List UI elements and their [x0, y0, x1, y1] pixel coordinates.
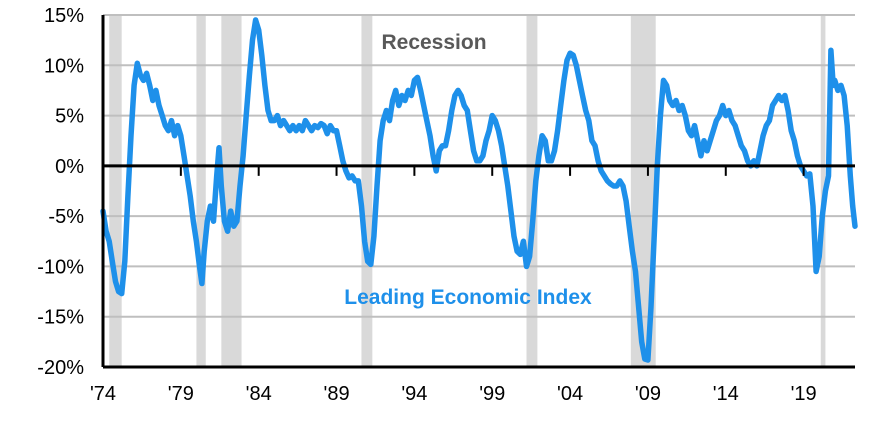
y-tick-label-5: -10%: [37, 256, 84, 278]
y-tick-label-3: 0%: [55, 156, 84, 178]
y-tick-label-0: 15%: [44, 5, 84, 27]
y-tick-labels: 15% 10% 5% 0% -5% -10% -15% -20%: [37, 5, 84, 379]
gridlines: [103, 14, 855, 318]
x-tick-label-2: '84: [246, 383, 272, 405]
x-tick-label-0: '74: [90, 383, 116, 405]
series-line-layer: [100, 17, 858, 363]
x-tick-label-9: '19: [791, 383, 817, 405]
recession-band-1: [196, 15, 206, 367]
recession-band-3: [361, 15, 373, 367]
x-tick-label-3: '89: [324, 383, 350, 405]
recession-bands: [109, 15, 826, 367]
recession-band-2: [221, 15, 242, 367]
y-tick-label-6: -15%: [37, 307, 84, 329]
series-line-0: [100, 17, 858, 363]
x-tick-label-8: '14: [713, 383, 739, 405]
recession-annotation: Recession: [381, 31, 486, 54]
y-tick-label-2: 5%: [55, 106, 84, 128]
recession-band-0: [109, 15, 122, 367]
x-tick-label-4: '94: [401, 383, 427, 405]
x-tick-labels: '74 '79 '84 '89 '94 '99 '04 '09 '14 '19: [90, 383, 817, 405]
recession-band-4: [526, 15, 538, 367]
series-annotation: Leading Economic Index: [344, 286, 592, 309]
x-tick-label-5: '99: [479, 383, 505, 405]
y-tick-label-7: -20%: [37, 357, 84, 379]
y-tick-label-4: -5%: [48, 206, 84, 228]
axes: [101, 15, 855, 369]
x-tick-label-1: '79: [168, 383, 194, 405]
x-tick-label-6: '04: [557, 383, 583, 405]
x-tick-label-7: '09: [635, 383, 661, 405]
y-tick-label-1: 10%: [44, 55, 84, 77]
